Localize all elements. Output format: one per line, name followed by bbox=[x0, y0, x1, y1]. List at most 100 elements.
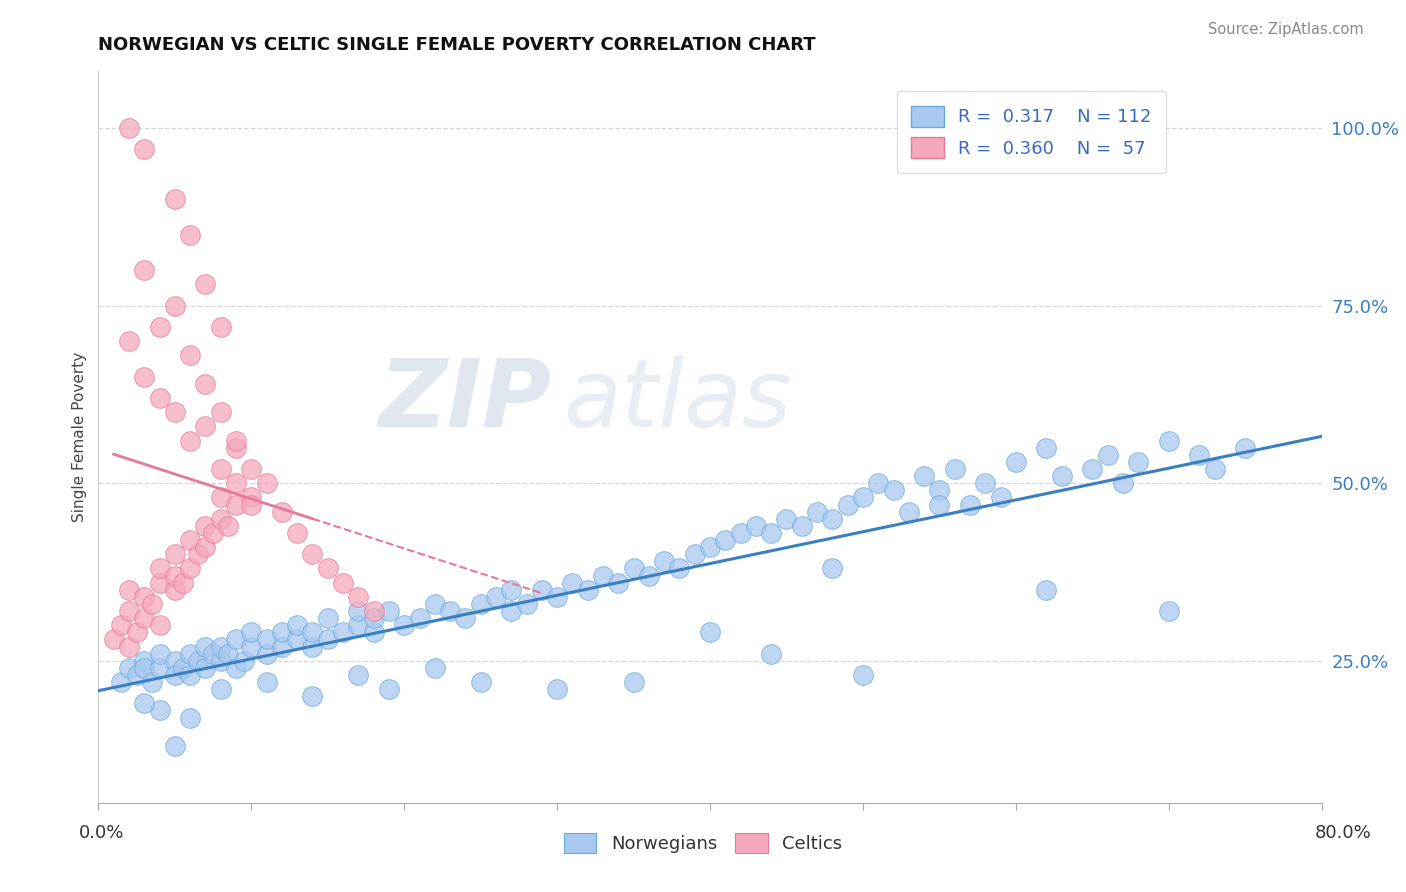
Point bbox=[232, 654, 254, 668]
Point bbox=[270, 505, 292, 519]
Point bbox=[1128, 455, 1150, 469]
Point bbox=[110, 675, 132, 690]
Point bbox=[179, 348, 201, 362]
Point bbox=[209, 462, 232, 476]
Text: ZIP: ZIP bbox=[378, 354, 551, 447]
Point bbox=[347, 668, 370, 682]
Point bbox=[240, 462, 263, 476]
Point bbox=[163, 547, 186, 561]
Point bbox=[285, 525, 308, 540]
Point bbox=[225, 498, 247, 512]
Point bbox=[928, 483, 950, 498]
Point bbox=[179, 561, 201, 575]
Point bbox=[285, 632, 308, 647]
Point bbox=[209, 491, 232, 505]
Point bbox=[516, 597, 538, 611]
Point bbox=[225, 476, 247, 491]
Point bbox=[868, 476, 890, 491]
Point bbox=[209, 405, 232, 419]
Point bbox=[141, 597, 163, 611]
Point bbox=[301, 690, 323, 704]
Point bbox=[347, 618, 370, 632]
Point bbox=[576, 582, 599, 597]
Point bbox=[163, 405, 186, 419]
Point bbox=[378, 604, 401, 618]
Point bbox=[125, 625, 148, 640]
Point bbox=[149, 320, 172, 334]
Point bbox=[187, 654, 209, 668]
Point bbox=[1097, 448, 1119, 462]
Point bbox=[316, 632, 339, 647]
Point bbox=[217, 519, 239, 533]
Point bbox=[256, 647, 278, 661]
Point bbox=[179, 710, 201, 724]
Point bbox=[134, 369, 156, 384]
Point bbox=[363, 625, 385, 640]
Point bbox=[470, 597, 492, 611]
Point bbox=[194, 376, 217, 391]
Point bbox=[225, 632, 247, 647]
Point bbox=[301, 547, 323, 561]
Point bbox=[745, 519, 768, 533]
Point bbox=[392, 618, 416, 632]
Point bbox=[125, 668, 148, 682]
Point bbox=[134, 143, 156, 157]
Point bbox=[652, 554, 675, 568]
Point bbox=[301, 625, 323, 640]
Point bbox=[668, 561, 690, 575]
Point bbox=[959, 498, 981, 512]
Point bbox=[821, 512, 844, 526]
Point bbox=[194, 661, 217, 675]
Point bbox=[454, 611, 477, 625]
Point bbox=[202, 525, 225, 540]
Point bbox=[561, 575, 583, 590]
Point bbox=[897, 505, 920, 519]
Point bbox=[194, 419, 217, 434]
Point bbox=[347, 604, 370, 618]
Point bbox=[163, 739, 186, 753]
Point bbox=[546, 590, 568, 604]
Text: atlas: atlas bbox=[564, 355, 792, 446]
Point bbox=[194, 277, 217, 292]
Point bbox=[316, 611, 339, 625]
Point bbox=[1157, 604, 1180, 618]
Point bbox=[1035, 441, 1057, 455]
Point bbox=[240, 640, 263, 654]
Point bbox=[423, 661, 446, 675]
Point bbox=[256, 632, 278, 647]
Point bbox=[1157, 434, 1180, 448]
Point bbox=[134, 611, 156, 625]
Point bbox=[163, 668, 186, 682]
Point bbox=[149, 561, 172, 575]
Point bbox=[699, 540, 721, 554]
Point bbox=[149, 704, 172, 718]
Point bbox=[408, 611, 430, 625]
Point bbox=[118, 334, 141, 349]
Point bbox=[118, 121, 141, 136]
Point bbox=[806, 505, 828, 519]
Point bbox=[240, 491, 263, 505]
Point bbox=[172, 661, 194, 675]
Point bbox=[883, 483, 905, 498]
Point bbox=[1050, 469, 1073, 483]
Point bbox=[110, 618, 132, 632]
Point bbox=[134, 654, 156, 668]
Point bbox=[270, 640, 292, 654]
Point bbox=[187, 547, 209, 561]
Point bbox=[163, 654, 186, 668]
Point bbox=[163, 192, 186, 206]
Point bbox=[546, 682, 568, 697]
Point bbox=[149, 391, 172, 405]
Point bbox=[501, 582, 523, 597]
Point bbox=[363, 611, 385, 625]
Point bbox=[194, 540, 217, 554]
Point bbox=[439, 604, 461, 618]
Point bbox=[683, 547, 706, 561]
Point bbox=[759, 525, 782, 540]
Point bbox=[134, 590, 156, 604]
Point bbox=[592, 568, 614, 582]
Point bbox=[149, 661, 172, 675]
Point bbox=[316, 561, 339, 575]
Point bbox=[790, 519, 813, 533]
Text: 0.0%: 0.0% bbox=[79, 824, 124, 842]
